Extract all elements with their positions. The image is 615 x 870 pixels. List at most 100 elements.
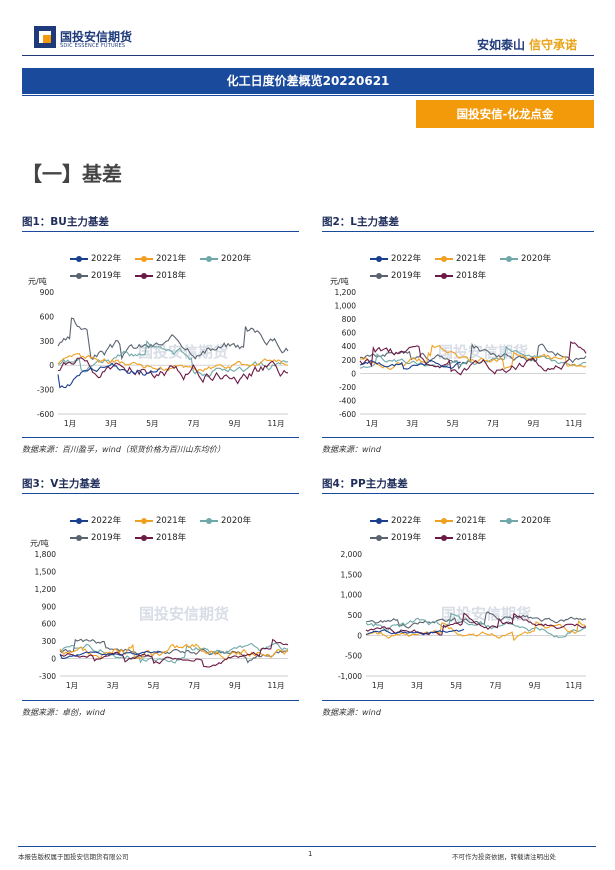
x-tick-label: 11月 bbox=[565, 419, 582, 428]
x-tick-label: 9月 bbox=[529, 681, 541, 690]
legend-swatch bbox=[435, 254, 453, 264]
figure-divider bbox=[22, 231, 299, 232]
x-tick-label: 11月 bbox=[565, 681, 582, 690]
x-tick-label: 11月 bbox=[267, 419, 284, 428]
x-tick-label: 9月 bbox=[229, 681, 241, 690]
legend-item: 2021年 bbox=[435, 514, 486, 526]
series-line-2019年 bbox=[365, 611, 587, 629]
legend-swatch bbox=[435, 516, 453, 526]
legend-item: 2022年 bbox=[70, 252, 121, 264]
figure-bottom-divider bbox=[322, 700, 594, 701]
y-tick-label: 0 bbox=[51, 655, 56, 664]
legend-swatch bbox=[70, 254, 88, 264]
footer-disclaimer: 不可作为投资依据，转载请注明出处 bbox=[452, 853, 556, 861]
legend-swatch bbox=[500, 254, 518, 264]
y-tick-label: -600 bbox=[37, 410, 54, 419]
chart-legend: 2022年 2021年 2020年 2019年 2018年 bbox=[70, 514, 290, 544]
y-tick-label: 0 bbox=[49, 361, 54, 370]
y-tick-label: -200 bbox=[339, 383, 356, 392]
x-tick-label: 9月 bbox=[527, 419, 539, 428]
legend-swatch bbox=[435, 533, 453, 543]
legend-item: 2018年 bbox=[435, 531, 486, 543]
section-title: 【一】基差 bbox=[22, 162, 122, 186]
legend-item: 2019年 bbox=[70, 269, 121, 281]
series-line-2018年 bbox=[57, 357, 289, 385]
legend-swatch bbox=[370, 533, 388, 543]
y-tick-label: 900 bbox=[40, 288, 55, 297]
y-tick-label: 600 bbox=[342, 329, 357, 338]
series-line-2018年 bbox=[359, 341, 587, 376]
y-tick-label: -500 bbox=[345, 652, 362, 661]
y-tick-label: -300 bbox=[37, 386, 54, 395]
page-number: 1 bbox=[308, 850, 313, 858]
footer-divider bbox=[18, 846, 596, 847]
y-unit-label: 元/吨 bbox=[28, 276, 47, 286]
y-tick-label: 1,500 bbox=[341, 570, 363, 579]
slogan: 安如泰山 信守承诺 bbox=[477, 36, 577, 53]
legend-item: 2022年 bbox=[70, 514, 121, 526]
legend-item: 2020年 bbox=[200, 514, 251, 526]
y-tick-label: 1,500 bbox=[35, 567, 57, 576]
chart-legend: 2022年 2021年 2020年 2019年 2018年 bbox=[70, 252, 290, 282]
y-tick-label: 1,000 bbox=[341, 591, 363, 600]
series-line-2018年 bbox=[365, 612, 587, 636]
y-tick-label: 200 bbox=[342, 356, 357, 365]
report-title: 化工日度价差概览20220621 bbox=[22, 68, 594, 94]
y-tick-label: 1,200 bbox=[35, 585, 57, 594]
y-unit-label: 元/吨 bbox=[330, 276, 349, 286]
x-tick-label: 7月 bbox=[188, 681, 200, 690]
x-tick-label: 1月 bbox=[64, 419, 76, 428]
series-line-2022年 bbox=[365, 628, 465, 636]
y-tick-label: 300 bbox=[42, 637, 57, 646]
figure-title: 图4：PP主力基差 bbox=[322, 478, 408, 490]
x-tick-label: 5月 bbox=[450, 681, 462, 690]
legend-item: 2021年 bbox=[435, 252, 486, 264]
y-unit-label: 元/吨 bbox=[30, 538, 49, 548]
title-divider bbox=[22, 95, 594, 96]
y-tick-label: 0 bbox=[351, 369, 356, 378]
legend-item: 2021年 bbox=[135, 514, 186, 526]
legend-swatch bbox=[70, 271, 88, 281]
v-basis-chart: 元/吨 1,800 1,500 1,200 900 600 300 0 -300 1月 3月 5月 7月… bbox=[30, 538, 289, 690]
legend-swatch bbox=[200, 516, 218, 526]
legend-swatch bbox=[135, 271, 153, 281]
x-tick-label: 3月 bbox=[411, 681, 423, 690]
figure-bottom-divider bbox=[22, 437, 299, 438]
legend-item: 2019年 bbox=[70, 531, 121, 543]
x-tick-label: 7月 bbox=[187, 419, 199, 428]
x-tick-label: 5月 bbox=[447, 419, 459, 428]
x-tick-label: 9月 bbox=[229, 419, 241, 428]
legend-item: 2018年 bbox=[135, 269, 186, 281]
figure-bottom-divider bbox=[322, 437, 594, 438]
x-tick-label: 3月 bbox=[105, 419, 117, 428]
y-tick-label: 500 bbox=[348, 611, 363, 620]
series-line-2018年 bbox=[59, 638, 289, 668]
header-divider bbox=[22, 55, 594, 56]
legend-item: 2019年 bbox=[370, 531, 421, 543]
legend-item: 2020年 bbox=[200, 252, 251, 264]
series-line-2021年 bbox=[365, 619, 587, 642]
y-tick-label: 800 bbox=[342, 315, 357, 324]
y-tick-label: -600 bbox=[339, 410, 356, 419]
x-tick-label: 5月 bbox=[147, 681, 159, 690]
figure-divider bbox=[322, 493, 594, 494]
figure-source: 数据来源：wind bbox=[322, 708, 381, 717]
legend-swatch bbox=[370, 271, 388, 281]
y-tick-label: -400 bbox=[339, 396, 356, 405]
x-tick-label: 3月 bbox=[406, 419, 418, 428]
series-line-2021年 bbox=[59, 643, 289, 661]
y-tick-label: -1,000 bbox=[338, 672, 362, 681]
series-line-2020年 bbox=[365, 612, 587, 638]
y-tick-label: 1,200 bbox=[335, 288, 357, 297]
x-tick-label: 5月 bbox=[146, 419, 158, 428]
series-line-2022年 bbox=[359, 359, 461, 370]
series-line-2022年 bbox=[57, 362, 161, 389]
legend-item: 2018年 bbox=[435, 269, 486, 281]
figure-title: 图2：L主力基差 bbox=[322, 216, 399, 228]
y-tick-label: -300 bbox=[39, 672, 56, 681]
y-tick-label: 400 bbox=[342, 342, 357, 351]
y-tick-label: 600 bbox=[40, 312, 55, 321]
figure-bottom-divider bbox=[22, 700, 299, 701]
logo-text: 国投安信期货 bbox=[60, 30, 133, 44]
x-tick-label: 11月 bbox=[267, 681, 284, 690]
